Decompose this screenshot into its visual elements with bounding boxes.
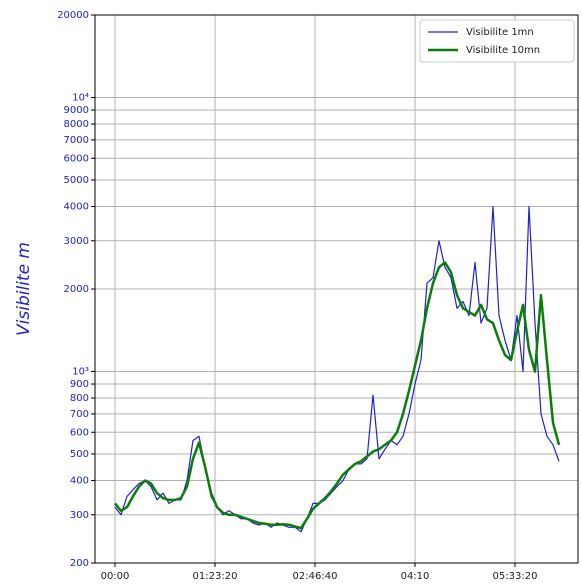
x-tick-label: 01:23:20 [193,571,238,582]
y-tick-label: 300 [70,510,89,521]
legend-label: Visibilite 10mn [466,45,540,56]
y-tick-label: 4000 [64,202,89,213]
legend-box [419,19,575,63]
y-tick-label: 500 [70,449,89,460]
plot-frame [94,14,579,564]
x-tick-label: 04:10 [401,571,430,582]
y-axis-label: Visibilite m [14,242,34,336]
legend-label: Visibilite 1mn [466,27,534,38]
x-tick-label: 00:00 [101,571,130,582]
series-line [114,261,561,530]
y-tick-label: 5000 [64,175,89,186]
x-tick-label: 02:46:40 [293,571,338,582]
y-tick-label: 3000 [64,236,89,247]
y-tick-label: 700 [70,409,89,420]
y-tick-label: 400 [70,476,89,487]
y-tick-label: 2000 [64,284,89,295]
y-tick-label: 9000 [64,105,89,116]
y-tick-label: 8000 [64,119,89,130]
y-tick-label: 600 [70,427,89,438]
y-tick-label: 800 [70,393,89,404]
y-tick-label: 200 [70,558,89,569]
x-tick-label: 05:33:20 [493,571,538,582]
y-tick-label: 900 [70,379,89,390]
y-tick-label: 10³ [72,366,89,377]
y-tick-label: 20000 [57,10,89,21]
y-tick-label: 7000 [64,135,89,146]
y-tick-label: 6000 [64,153,89,164]
y-tick-label: 10⁴ [72,92,89,103]
